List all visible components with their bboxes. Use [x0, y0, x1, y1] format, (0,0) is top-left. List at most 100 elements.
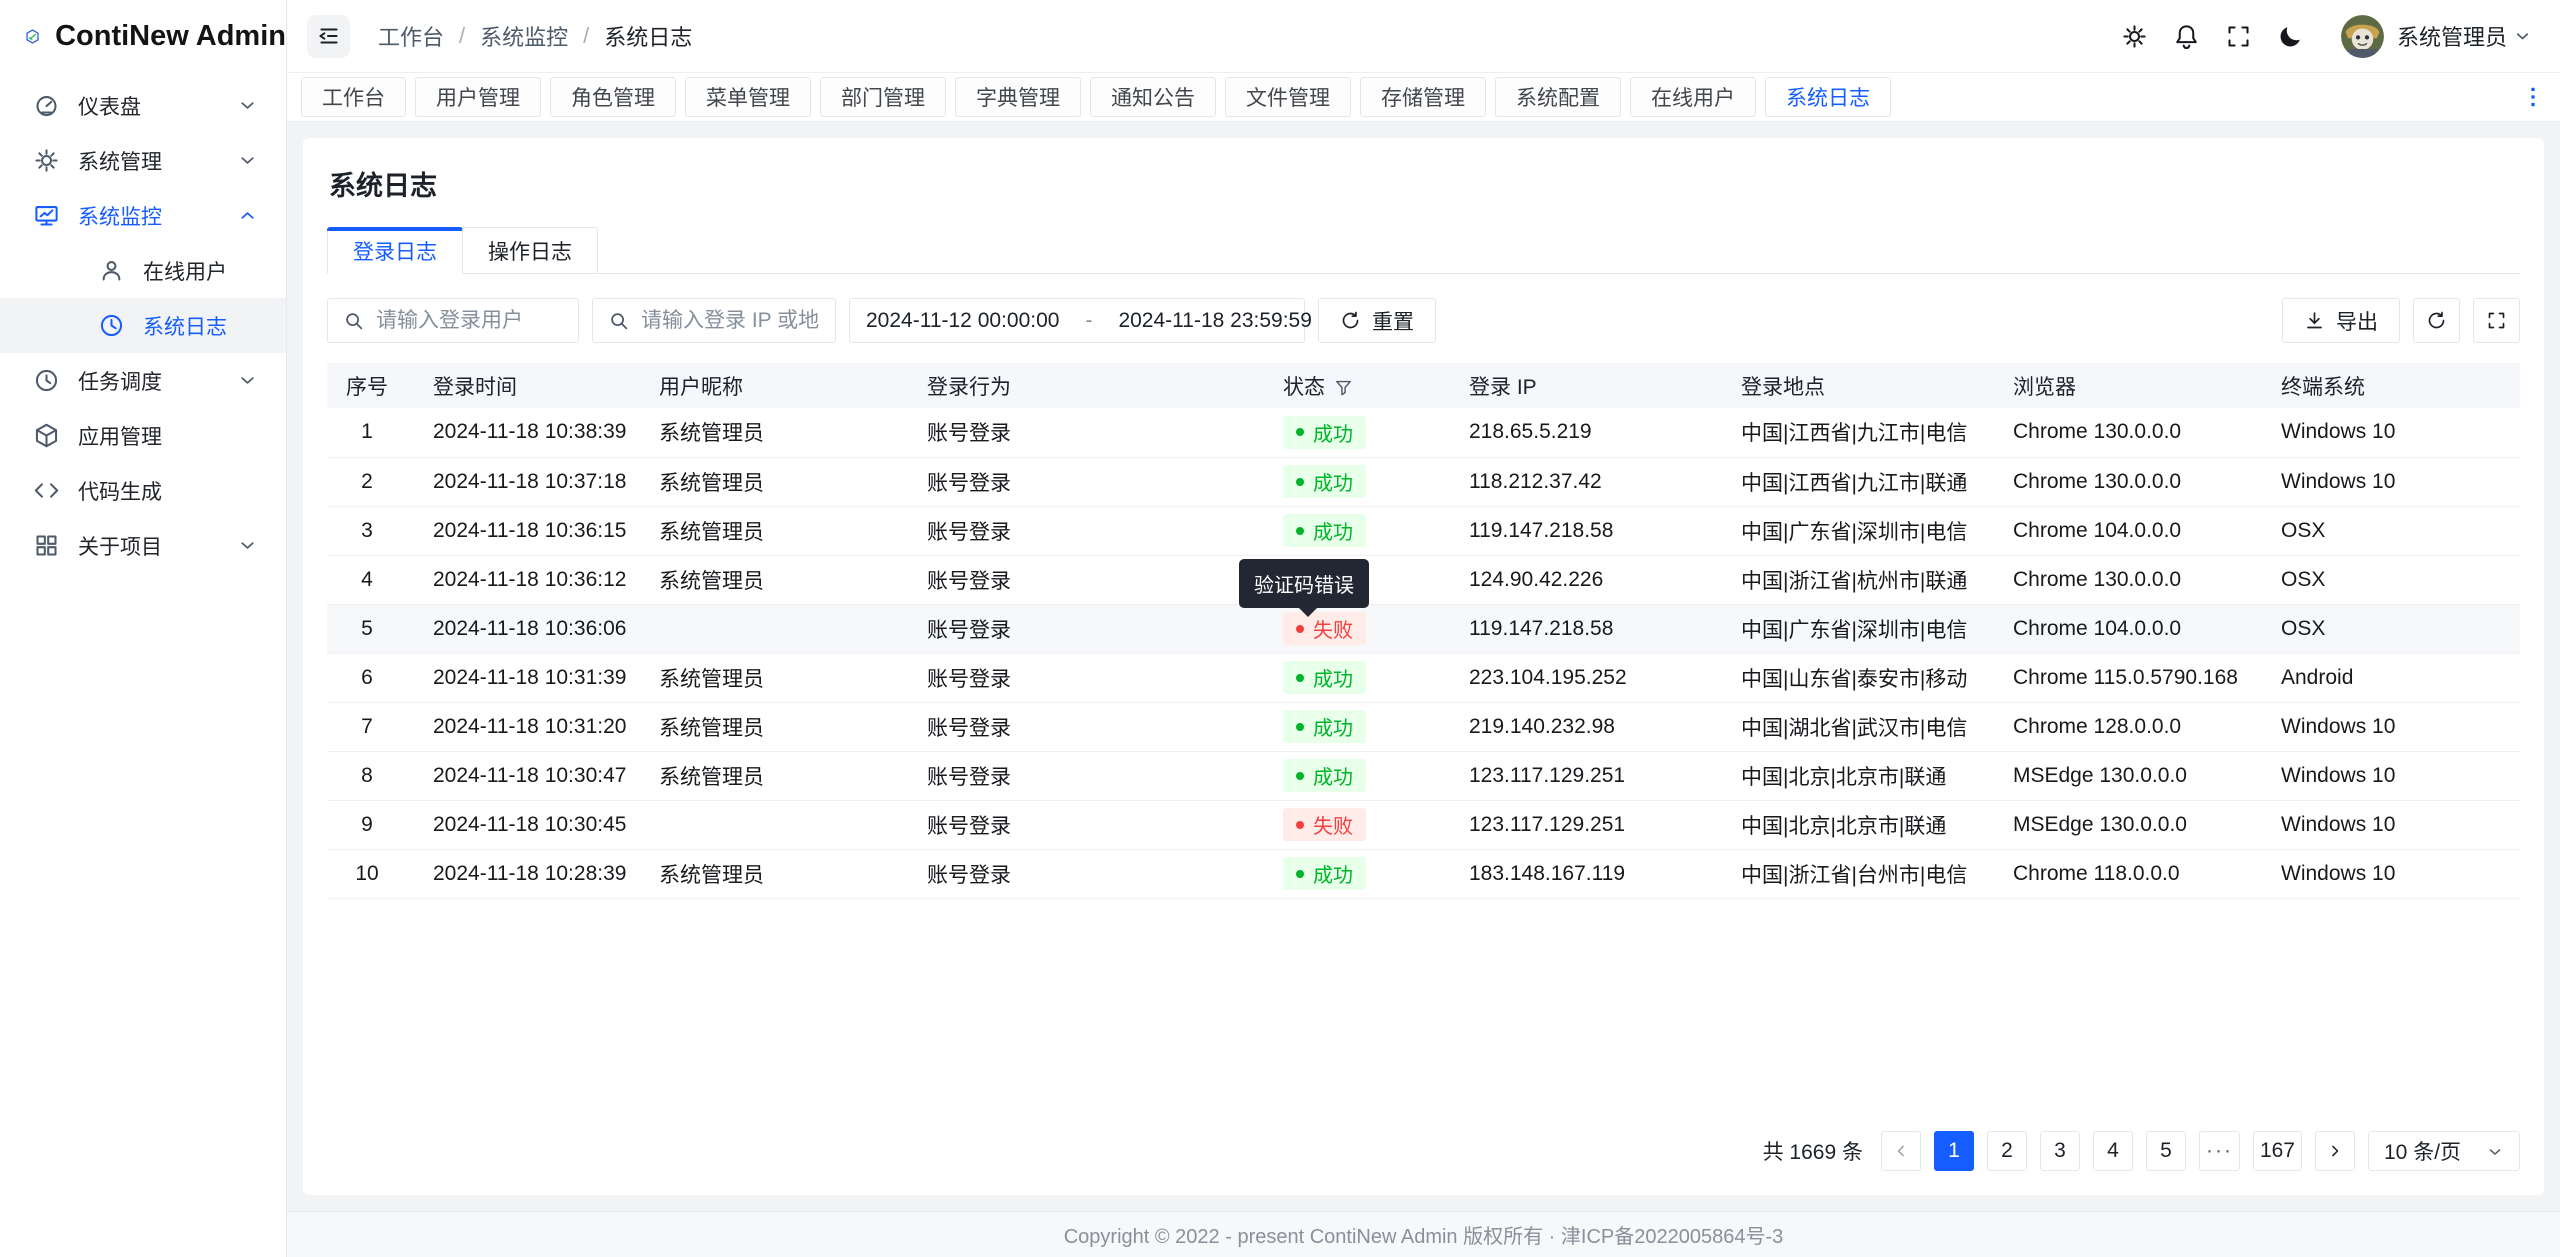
user-name[interactable]: 系统管理员: [2396, 25, 2507, 50]
page-size-select[interactable]: 10 条/页: [2368, 1131, 2520, 1171]
reset-button[interactable]: 重置: [1318, 298, 1436, 343]
cell-login-time: 2024-11-18 10:36:15: [407, 506, 633, 556]
dark-mode-toggle[interactable]: [2277, 23, 2304, 50]
status-badge: 成功: [1283, 710, 1366, 743]
avatar[interactable]: [2340, 14, 2384, 58]
cell-login-time: 2024-11-18 10:31:39: [407, 653, 633, 703]
page-card: 系统日志 登录日志 操作日志 2024-11-12 00:00:00 -: [303, 138, 2544, 1195]
pagination-next-button[interactable]: [2315, 1131, 2355, 1171]
table-row[interactable]: 3 2024-11-18 10:36:15 系统管理员 账号登录 成功 119.…: [327, 506, 2520, 556]
chevron-down-icon: [236, 149, 259, 172]
table-row[interactable]: 9 2024-11-18 10:30:45 账号登录 失败 123.117.12…: [327, 800, 2520, 850]
login-user-search[interactable]: [327, 298, 579, 343]
breadcrumb-item-workbench[interactable]: 工作台: [378, 25, 445, 50]
breadcrumb-item-current: 系统日志: [604, 25, 693, 50]
date-start[interactable]: 2024-11-12 00:00:00: [866, 308, 1060, 332]
nav-tab-sys-config[interactable]: 系统配置: [1495, 77, 1621, 117]
nav-tab-user-mgmt[interactable]: 用户管理: [415, 77, 541, 117]
cell-nickname: 系统管理员: [633, 751, 901, 801]
log-tabs: 登录日志 操作日志: [327, 227, 2520, 274]
ip-location-search-input[interactable]: [641, 308, 820, 333]
table-row[interactable]: 4 2024-11-18 10:36:12 系统管理员 账号登录 124.90.…: [327, 555, 2520, 605]
table-fullscreen-button[interactable]: [2473, 298, 2520, 343]
top-header: 工作台 / 系统监控 / 系统日志: [287, 0, 2560, 73]
pagination-page-1[interactable]: 1: [1933, 1131, 1974, 1171]
cell-no: 5: [327, 604, 407, 654]
table-row[interactable]: 10 2024-11-18 10:28:39 系统管理员 账号登录 成功 183…: [327, 849, 2520, 899]
nav-tab-dept-mgmt[interactable]: 部门管理: [820, 77, 946, 117]
cell-login-time: 2024-11-18 10:36:06: [407, 604, 633, 654]
nav-tab-system-log[interactable]: 系统日志: [1765, 77, 1891, 117]
cell-nickname: [633, 604, 901, 654]
sidebar-item-system-monitor[interactable]: 系统监控: [0, 188, 286, 243]
nav-tab-storage-mgmt[interactable]: 存储管理: [1360, 77, 1486, 117]
table-refresh-button[interactable]: [2413, 298, 2460, 343]
breadcrumb-separator: /: [583, 23, 590, 48]
sidebar-item-system-log[interactable]: 系统日志: [0, 298, 286, 353]
table-row[interactable]: 6 2024-11-18 10:31:39 系统管理员 账号登录 成功 223.…: [327, 653, 2520, 703]
cell-location: 中国|北京|北京市|联通: [1715, 751, 1987, 801]
cell-no: 6: [327, 653, 407, 703]
app-logo[interactable]: ContiNew Admin: [0, 0, 286, 73]
nav-tab-dict-mgmt[interactable]: 字典管理: [955, 77, 1081, 117]
pagination-page-2[interactable]: 2: [1986, 1131, 2027, 1171]
tab-operation-log[interactable]: 操作日志: [462, 227, 598, 274]
cell-status: 成功: [1257, 702, 1443, 752]
date-end[interactable]: 2024-11-18 23:59:59: [1118, 308, 1312, 332]
cell-login-time: 2024-11-18 10:31:20: [407, 702, 633, 752]
grid-icon: [33, 532, 60, 559]
breadcrumb-item-monitor[interactable]: 系统监控: [480, 25, 569, 50]
pagination-page-5[interactable]: 5: [2145, 1131, 2186, 1171]
cell-login-time: 2024-11-18 10:30:45: [407, 800, 633, 850]
pagination-ellipsis[interactable]: ···: [2198, 1131, 2240, 1171]
cube-icon: [33, 422, 60, 449]
sidebar-item-code-generator[interactable]: 代码生成: [0, 463, 286, 518]
pagination-total: 共 1669 条: [1762, 1141, 1863, 1164]
login-user-search-input[interactable]: [376, 308, 563, 333]
filter-funnel-icon[interactable]: [1334, 378, 1353, 397]
sidebar-item-task-schedule[interactable]: 任务调度: [0, 353, 286, 408]
status-dot-icon: [1296, 771, 1304, 780]
status-dot-icon: [1296, 624, 1304, 633]
clock-icon: [33, 367, 60, 394]
nav-tab-role-mgmt[interactable]: 角色管理: [550, 77, 676, 117]
nav-tab-notice[interactable]: 通知公告: [1090, 77, 1216, 117]
fullscreen-button[interactable]: [2225, 23, 2252, 50]
notifications-button[interactable]: [2173, 23, 2200, 50]
table-row[interactable]: 8 2024-11-18 10:30:47 系统管理员 账号登录 成功 123.…: [327, 751, 2520, 801]
status-badge: 成功: [1283, 514, 1366, 547]
table-row[interactable]: 1 2024-11-18 10:38:39 系统管理员 账号登录 成功 218.…: [327, 408, 2520, 458]
sidebar-collapse-button[interactable]: [307, 14, 350, 58]
sidebar-item-dashboard[interactable]: 仪表盘: [0, 78, 286, 133]
sidebar-item-app-management[interactable]: 应用管理: [0, 408, 286, 463]
table-header-row: 序号 登录时间 用户昵称 登录行为 状态 登录 IP 登录地点 浏览器 终端系统: [327, 363, 2520, 408]
pagination-page-4[interactable]: 4: [2092, 1131, 2133, 1171]
nav-tab-more-button[interactable]: [2520, 84, 2546, 110]
table-row[interactable]: 7 2024-11-18 10:31:20 系统管理员 账号登录 成功 219.…: [327, 702, 2520, 752]
nav-tab-workbench[interactable]: 工作台: [301, 77, 406, 117]
pagination-page-3[interactable]: 3: [2039, 1131, 2080, 1171]
nav-tab-file-mgmt[interactable]: 文件管理: [1225, 77, 1351, 117]
search-icon: [346, 312, 363, 329]
cell-os: OSX: [2255, 506, 2520, 556]
date-range-picker[interactable]: 2024-11-12 00:00:00 - 2024-11-18 23:59:5…: [849, 298, 1312, 343]
ip-location-search[interactable]: [592, 298, 836, 343]
cell-behavior: 账号登录: [901, 408, 1257, 458]
nav-tab-menu-mgmt[interactable]: 菜单管理: [685, 77, 811, 117]
chevron-down-icon: [2485, 1142, 2504, 1161]
sidebar-item-about-project[interactable]: 关于项目: [0, 518, 286, 573]
sidebar-item-system-management[interactable]: 系统管理: [0, 133, 286, 188]
sidebar-item-online-user[interactable]: 在线用户: [0, 243, 286, 298]
table-row[interactable]: 5 2024-11-18 10:36:06 账号登录 失败 验证码错误 119.1…: [327, 558, 2520, 654]
pagination-prev-button[interactable]: [1880, 1131, 1921, 1171]
pagination-page-167[interactable]: 167: [2252, 1131, 2302, 1171]
copyright-text: Copyright © 2022 - present ContiNew Admi…: [1063, 1226, 1784, 1248]
export-button[interactable]: 导出: [2282, 298, 2400, 343]
table-row[interactable]: 2 2024-11-18 10:37:18 系统管理员 账号登录 成功 118.…: [327, 457, 2520, 507]
cell-status: 失败: [1257, 800, 1443, 850]
cell-no: 10: [327, 849, 407, 899]
nav-tab-online-user[interactable]: 在线用户: [1630, 77, 1756, 117]
tab-login-log[interactable]: 登录日志: [327, 227, 463, 274]
settings-button[interactable]: [2121, 23, 2148, 50]
